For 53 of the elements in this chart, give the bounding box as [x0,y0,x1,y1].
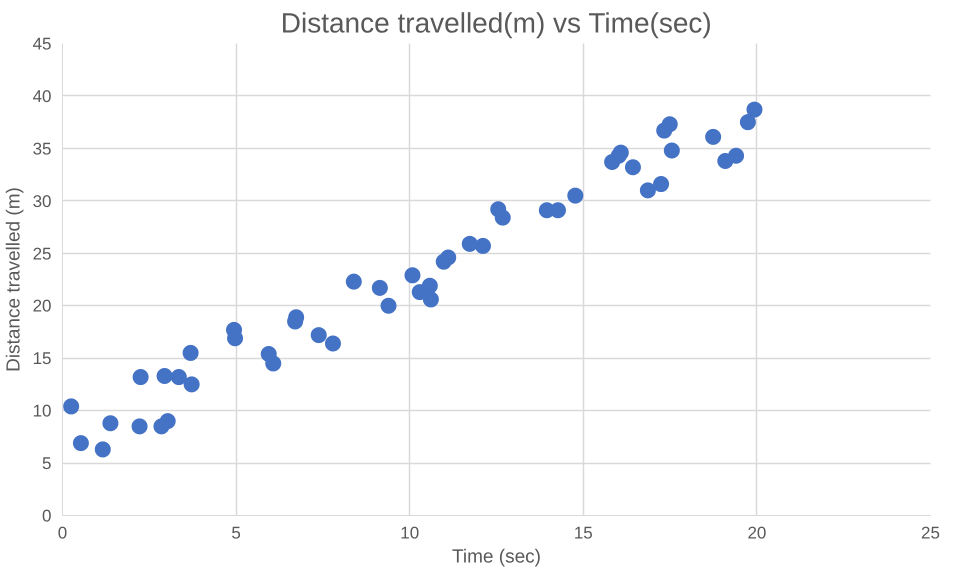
x-tick-label: 20 [747,524,766,542]
point [404,267,420,284]
point [372,280,388,296]
y-tick-label: 20 [32,296,52,316]
y-tick-label: 0 [42,506,52,526]
point [132,418,148,434]
point [728,148,744,164]
y-tick-label: 10 [32,402,52,421]
point [102,415,118,432]
point [740,114,756,130]
x-tick-label: 5 [231,524,241,542]
point [63,398,80,414]
point [72,435,89,452]
point [324,335,341,352]
point [182,344,199,361]
point [170,369,187,386]
y-tick-label: 35 [32,139,52,158]
x-tick-label: 0 [58,524,68,542]
point [265,355,282,372]
point [440,249,456,266]
point [380,298,397,314]
point [705,128,722,145]
point [160,413,176,430]
y-tick-label: 15 [32,349,52,368]
point [494,210,511,226]
x-axis-title: Time (sec) [452,546,542,568]
y-tick-label: 5 [42,454,52,474]
y-tick-label: 30 [32,192,52,211]
point [462,236,478,252]
point [746,102,762,118]
point [653,176,670,192]
point [664,142,680,158]
x-tick-label: 15 [574,524,593,542]
point [156,368,173,384]
point [640,182,656,198]
x-tick-label: 25 [921,524,940,542]
point [346,274,362,290]
chart-title: Distance travelled(m) vs Time(sec) [280,8,712,38]
point [94,441,111,458]
y-tick-label: 40 [32,86,52,106]
point [310,327,327,344]
point [132,369,149,386]
y-tick-label: 25 [32,244,52,264]
point [624,159,641,176]
x-tick-label: 10 [400,524,420,542]
point [567,188,584,204]
point [422,278,438,294]
point [474,238,491,254]
point [422,291,439,308]
point [184,376,200,392]
y-axis-title: Distance travelled (m) [4,187,25,372]
point [662,116,678,132]
y-tick-label: 45 [32,34,52,54]
